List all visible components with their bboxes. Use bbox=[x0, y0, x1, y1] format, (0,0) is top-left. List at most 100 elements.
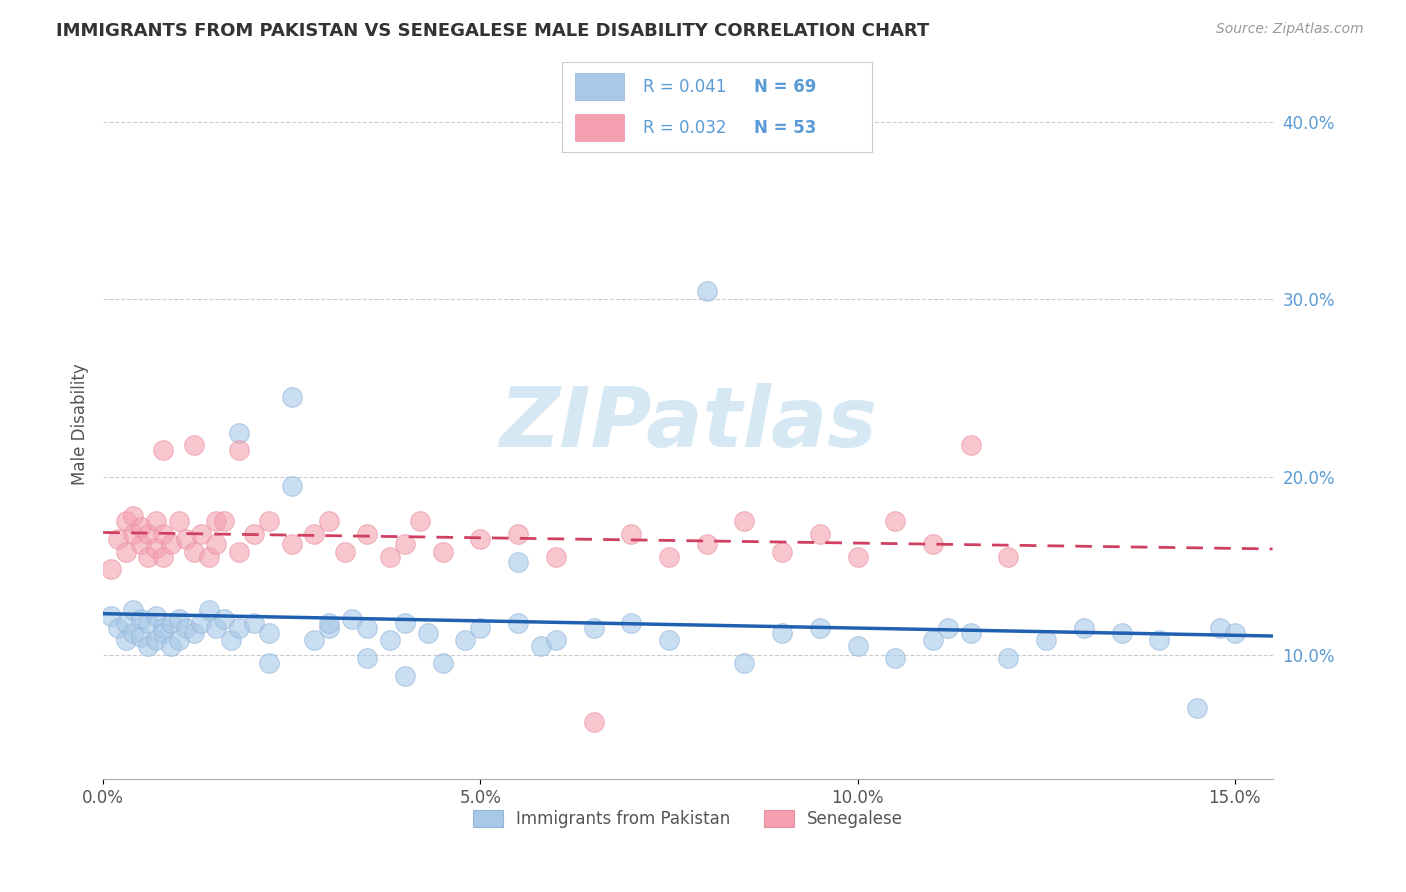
Point bbox=[145, 515, 167, 529]
Point bbox=[122, 626, 145, 640]
Point bbox=[174, 532, 197, 546]
Point bbox=[114, 515, 136, 529]
FancyBboxPatch shape bbox=[575, 114, 624, 141]
Point bbox=[333, 544, 356, 558]
Point bbox=[190, 526, 212, 541]
Point bbox=[394, 615, 416, 630]
Point bbox=[884, 651, 907, 665]
Point bbox=[696, 284, 718, 298]
Point bbox=[183, 438, 205, 452]
Point bbox=[506, 526, 529, 541]
Point bbox=[454, 633, 477, 648]
Point bbox=[152, 526, 174, 541]
Point bbox=[257, 657, 280, 671]
Point bbox=[243, 526, 266, 541]
Point bbox=[770, 544, 793, 558]
Point bbox=[356, 526, 378, 541]
Point bbox=[228, 544, 250, 558]
Point bbox=[470, 532, 492, 546]
Text: Source: ZipAtlas.com: Source: ZipAtlas.com bbox=[1216, 22, 1364, 37]
Point bbox=[152, 626, 174, 640]
Point bbox=[174, 621, 197, 635]
Point bbox=[1185, 701, 1208, 715]
Point bbox=[544, 549, 567, 564]
Point bbox=[205, 621, 228, 635]
Point bbox=[582, 715, 605, 730]
Point bbox=[138, 615, 160, 630]
Point bbox=[1149, 633, 1171, 648]
Point bbox=[997, 651, 1019, 665]
Text: ZIPatlas: ZIPatlas bbox=[499, 384, 877, 464]
Point bbox=[152, 443, 174, 458]
Point bbox=[658, 549, 681, 564]
Point bbox=[280, 537, 302, 551]
Point bbox=[167, 633, 190, 648]
Point bbox=[432, 544, 454, 558]
Point bbox=[183, 626, 205, 640]
Point bbox=[138, 549, 160, 564]
Point bbox=[378, 633, 401, 648]
Text: R = 0.041: R = 0.041 bbox=[643, 78, 725, 95]
Point bbox=[506, 615, 529, 630]
Point bbox=[107, 621, 129, 635]
Point bbox=[808, 526, 831, 541]
Text: R = 0.032: R = 0.032 bbox=[643, 119, 727, 136]
Point bbox=[183, 544, 205, 558]
Point bbox=[530, 639, 553, 653]
Point bbox=[696, 537, 718, 551]
Point bbox=[378, 549, 401, 564]
Point bbox=[160, 615, 183, 630]
Point bbox=[138, 526, 160, 541]
Point bbox=[129, 630, 152, 644]
Point bbox=[922, 633, 945, 648]
Point bbox=[936, 621, 959, 635]
Point bbox=[114, 615, 136, 630]
Point bbox=[152, 549, 174, 564]
Point bbox=[356, 621, 378, 635]
Point bbox=[582, 621, 605, 635]
Point bbox=[470, 621, 492, 635]
Point bbox=[129, 520, 152, 534]
Point bbox=[846, 549, 869, 564]
Legend: Immigrants from Pakistan, Senegalese: Immigrants from Pakistan, Senegalese bbox=[465, 803, 910, 835]
Point bbox=[846, 639, 869, 653]
FancyBboxPatch shape bbox=[575, 73, 624, 100]
Point bbox=[733, 515, 755, 529]
Point bbox=[122, 526, 145, 541]
Point bbox=[257, 626, 280, 640]
Point bbox=[733, 657, 755, 671]
Point bbox=[190, 615, 212, 630]
Point bbox=[808, 621, 831, 635]
Point bbox=[167, 515, 190, 529]
Point bbox=[228, 443, 250, 458]
Point bbox=[167, 612, 190, 626]
Point bbox=[356, 651, 378, 665]
Point bbox=[228, 425, 250, 440]
Point bbox=[280, 479, 302, 493]
Point bbox=[129, 612, 152, 626]
Point bbox=[318, 515, 340, 529]
Point bbox=[394, 669, 416, 683]
Point bbox=[100, 562, 122, 576]
Point bbox=[129, 537, 152, 551]
Text: N = 53: N = 53 bbox=[754, 119, 817, 136]
Point bbox=[122, 509, 145, 524]
Point bbox=[280, 390, 302, 404]
Point bbox=[243, 615, 266, 630]
Point bbox=[145, 633, 167, 648]
Point bbox=[997, 549, 1019, 564]
Point bbox=[160, 639, 183, 653]
Point bbox=[197, 549, 219, 564]
Point bbox=[340, 612, 363, 626]
Point bbox=[107, 532, 129, 546]
Point bbox=[205, 515, 228, 529]
Point bbox=[318, 615, 340, 630]
Point bbox=[1073, 621, 1095, 635]
Point bbox=[145, 608, 167, 623]
Point bbox=[304, 526, 326, 541]
Point bbox=[770, 626, 793, 640]
Point bbox=[409, 515, 432, 529]
Point bbox=[212, 515, 235, 529]
Point bbox=[228, 621, 250, 635]
Point bbox=[152, 621, 174, 635]
